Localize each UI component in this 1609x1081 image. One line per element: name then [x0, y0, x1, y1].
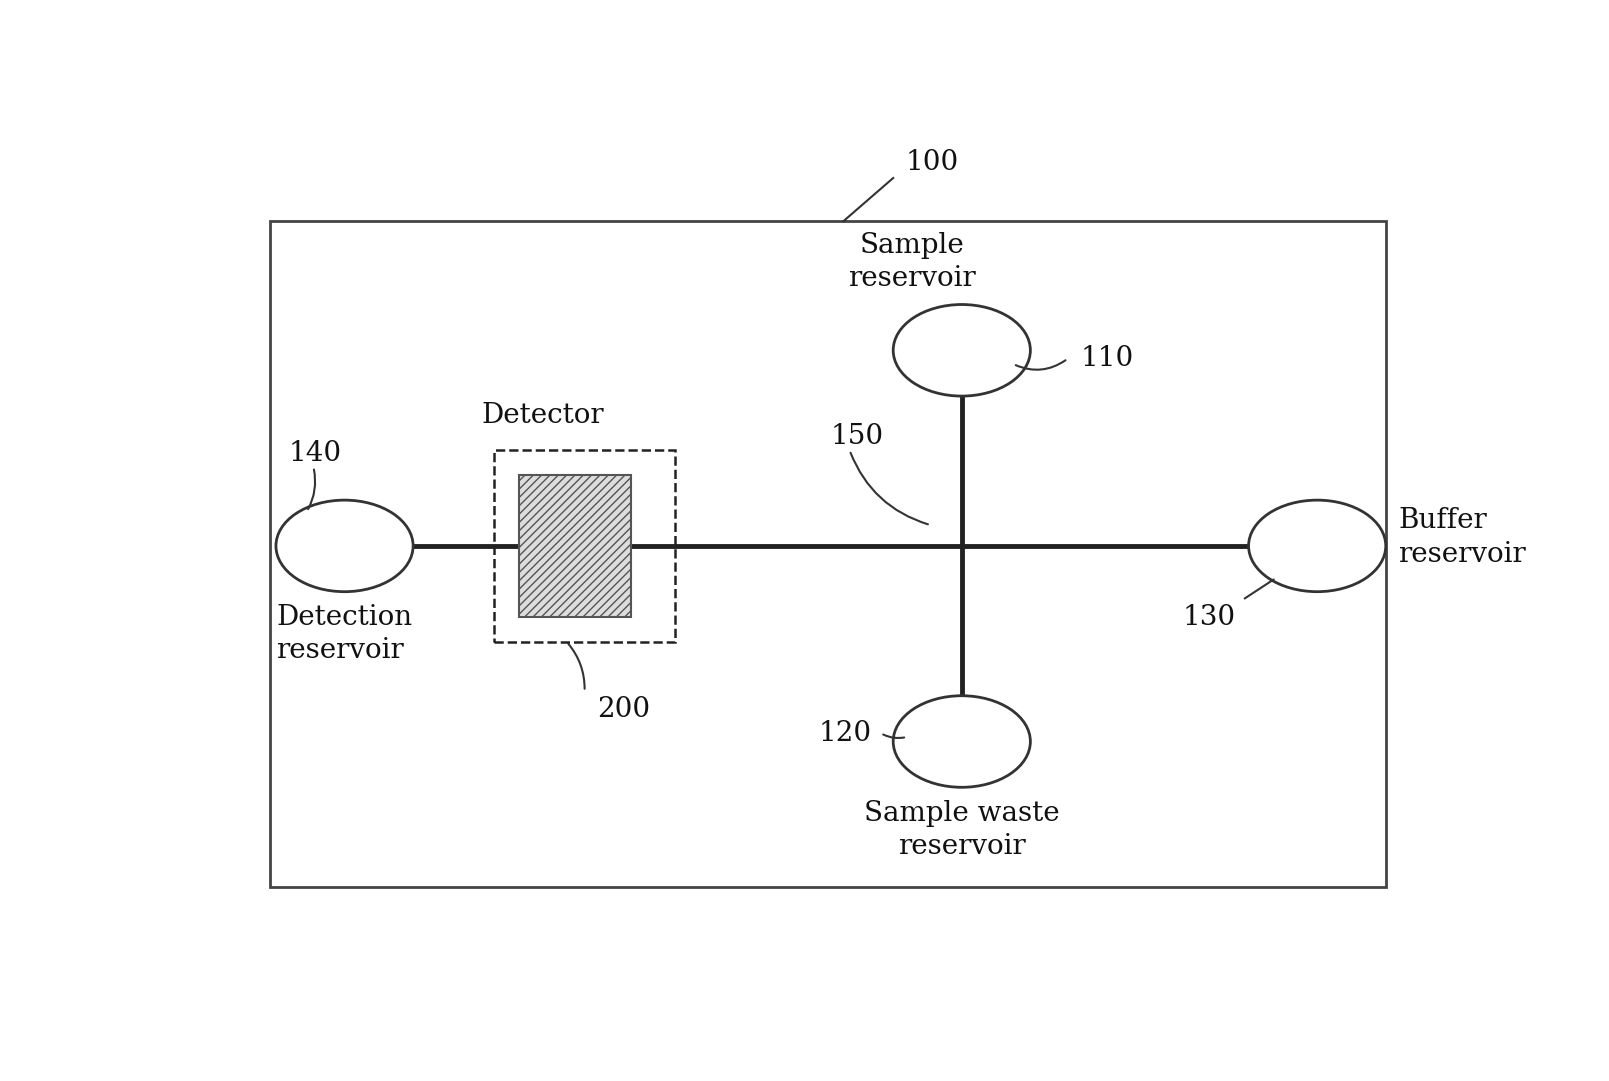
Text: Sample
reservoir: Sample reservoir — [848, 231, 975, 292]
Text: Detection
reservoir: Detection reservoir — [275, 604, 412, 665]
Text: Detector: Detector — [481, 402, 605, 429]
Text: Sample waste
reservoir: Sample waste reservoir — [864, 800, 1060, 860]
Text: 200: 200 — [597, 696, 650, 723]
Text: 110: 110 — [1080, 345, 1133, 372]
Text: 130: 130 — [1183, 604, 1236, 631]
Text: 100: 100 — [906, 148, 959, 175]
Text: 150: 150 — [830, 423, 883, 450]
Circle shape — [275, 501, 414, 591]
Bar — [494, 450, 676, 642]
Bar — [520, 476, 631, 616]
Circle shape — [893, 305, 1030, 396]
Text: 140: 140 — [288, 440, 341, 467]
Circle shape — [1249, 501, 1385, 591]
Bar — [270, 222, 1385, 888]
Circle shape — [893, 696, 1030, 787]
Text: Buffer
reservoir: Buffer reservoir — [1398, 507, 1525, 568]
Text: 120: 120 — [819, 720, 872, 747]
